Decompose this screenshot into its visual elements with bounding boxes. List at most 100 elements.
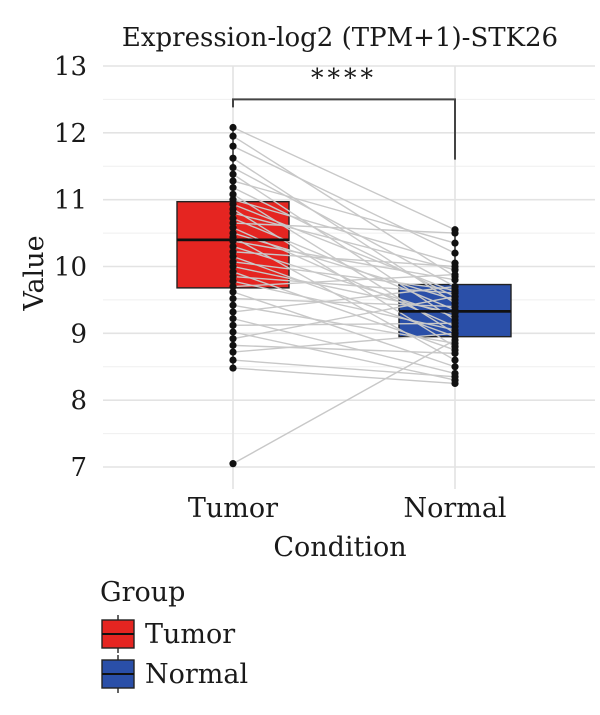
data-point-normal: [451, 276, 459, 284]
data-point-normal: [451, 356, 459, 364]
data-point-tumor: [229, 242, 237, 251]
data-point-normal: [451, 319, 459, 327]
paired-line: [232, 217, 456, 311]
legend-label-tumor: Tumor: [145, 619, 235, 650]
legend-title: Group: [100, 577, 185, 608]
data-point-tumor: [229, 341, 237, 349]
paired-lines: [177, 126, 511, 465]
paired-line: [232, 145, 456, 254]
legend-label-normal: Normal: [145, 659, 248, 690]
paired-line: [232, 280, 456, 331]
paired-line: [232, 180, 456, 244]
data-point-tumor: [229, 348, 237, 356]
paired-line: [232, 166, 456, 288]
data-point-normal: [451, 373, 459, 381]
data-point-tumor: [229, 209, 237, 217]
data-point-tumor: [229, 184, 237, 192]
x-tick-label: Normal: [403, 493, 506, 524]
data-point-normal: [451, 249, 459, 257]
y-tick-label: 8: [70, 386, 87, 416]
data-point-normal: [451, 292, 459, 301]
data-point-tumor: [229, 170, 237, 178]
paired-line: [232, 261, 456, 291]
data-point-normal: [451, 262, 459, 271]
data-point-tumor: [229, 288, 237, 296]
paired-line: [232, 222, 456, 234]
paired-line: [232, 126, 456, 231]
significance-label: ****: [311, 63, 377, 92]
paired-line: [232, 322, 456, 327]
paired-line: [232, 285, 456, 313]
data-point-normal: [451, 336, 459, 344]
significance: ****: [232, 63, 456, 160]
data-point-tumor: [229, 328, 237, 336]
data-point-tumor: [229, 315, 237, 323]
data-point-normal: [451, 303, 459, 311]
data-point-tumor: [229, 335, 237, 343]
data-point-normal: [451, 309, 459, 317]
data-point-tumor: [229, 142, 237, 150]
paired-line: [232, 251, 456, 268]
data-point-normal: [451, 282, 459, 291]
paired-line: [232, 317, 456, 375]
significance-bracket: [232, 98, 456, 160]
data-point-normal: [451, 329, 459, 337]
data-points: [229, 123, 459, 468]
y-tick-label: 7: [70, 453, 87, 483]
data-point-tumor: [229, 237, 237, 245]
paired-line: [232, 240, 456, 281]
data-point-normal: [451, 349, 459, 357]
x-tick-label: Tumor: [188, 493, 278, 524]
y-tick-labels: 7 8 9 10 11 12 13: [54, 52, 87, 483]
paired-line: [232, 173, 456, 321]
data-point-tumor: [229, 177, 237, 185]
y-tick-label: 13: [54, 52, 87, 82]
data-point-tumor: [229, 252, 237, 261]
paired-line: [232, 339, 456, 465]
data-point-normal: [451, 239, 459, 247]
paired-line: [232, 367, 456, 385]
data-point-tumor: [229, 132, 237, 140]
paired-line: [232, 273, 456, 288]
legend: Group Tumor Normal: [100, 577, 248, 693]
data-point-tumor: [229, 154, 237, 162]
data-point-normal: [451, 229, 459, 237]
data-point-tumor: [229, 224, 237, 232]
data-point-tumor: [229, 294, 237, 303]
y-tick-label: 9: [70, 319, 87, 349]
data-point-tumor: [229, 190, 237, 198]
y-axis-label: Value: [19, 235, 50, 311]
data-point-tumor: [229, 308, 237, 316]
y-tick-label: 10: [54, 253, 87, 283]
paired-line: [232, 332, 456, 353]
data-point-tumor: [229, 123, 237, 132]
data-point-normal: [451, 363, 459, 371]
y-tick-label: 12: [54, 119, 87, 149]
boxplots: [176, 126, 512, 384]
data-point-tumor: [229, 460, 237, 468]
data-point-normal: [451, 270, 459, 279]
y-tick-label: 11: [54, 186, 87, 216]
paired-line: [232, 291, 456, 368]
paired-line: [232, 295, 456, 340]
data-point-tumor: [229, 301, 237, 309]
chart-title: Expression-log2 (TPM+1)-STK26: [122, 23, 558, 53]
paired-line: [232, 344, 456, 355]
paired-line: [232, 297, 456, 308]
paired-line: [232, 212, 456, 271]
data-point-normal: [451, 379, 459, 388]
x-tick-labels: Tumor Normal: [188, 493, 507, 524]
paired-line: [232, 198, 456, 264]
paired-line: [232, 203, 456, 293]
data-point-tumor: [229, 262, 237, 271]
data-point-tumor: [229, 356, 237, 364]
x-axis-label: Condition: [273, 532, 406, 563]
paired-line: [232, 331, 456, 381]
paired-line: [232, 232, 456, 301]
data-point-tumor: [229, 364, 237, 372]
data-point-tumor: [229, 321, 237, 329]
data-point-tumor: [229, 277, 237, 285]
data-point-tumor: [229, 282, 237, 291]
data-point-tumor: [229, 163, 237, 172]
